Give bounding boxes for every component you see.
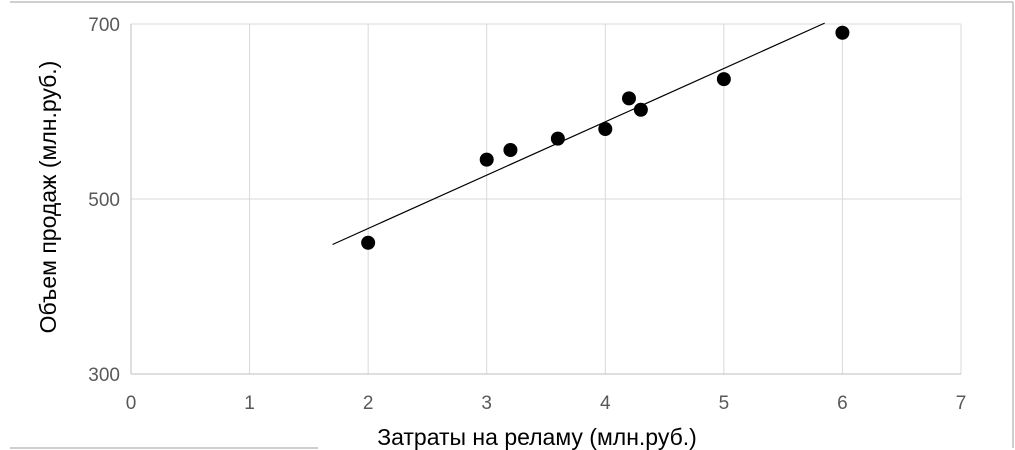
y-tick-labels: 300 500 700 [88, 15, 120, 386]
x-tick-label: 3 [481, 393, 492, 414]
y-tick-label: 500 [88, 190, 120, 211]
data-point [598, 122, 613, 136]
data-point [503, 143, 518, 157]
x-tick-label: 7 [956, 393, 967, 414]
x-tick-label: 6 [837, 393, 848, 414]
data-point [622, 91, 636, 106]
x-axis-title: Затраты на реламу (млн.руб.) [377, 424, 697, 450]
y-tick-label: 300 [88, 365, 120, 386]
data-point [633, 102, 648, 117]
y-axis-title: Объем продаж (млн.руб.) [35, 61, 61, 334]
data-points [361, 25, 850, 250]
x-tick-label: 1 [244, 393, 255, 414]
x-tick-label: 4 [600, 393, 611, 414]
data-point [550, 131, 565, 146]
x-tick-labels: 0 1 2 3 4 5 6 7 [126, 393, 967, 414]
data-point [479, 152, 494, 167]
trendline [332, 22, 825, 246]
x-tick-label: 2 [363, 393, 374, 414]
x-tick-label: 0 [126, 393, 137, 414]
data-point [716, 72, 731, 87]
x-tick-label: 5 [719, 393, 730, 414]
trendline-group [332, 22, 825, 246]
y-tick-label: 700 [88, 15, 120, 36]
data-point [835, 25, 850, 40]
data-point [361, 235, 376, 250]
gridlines [130, 23, 962, 375]
